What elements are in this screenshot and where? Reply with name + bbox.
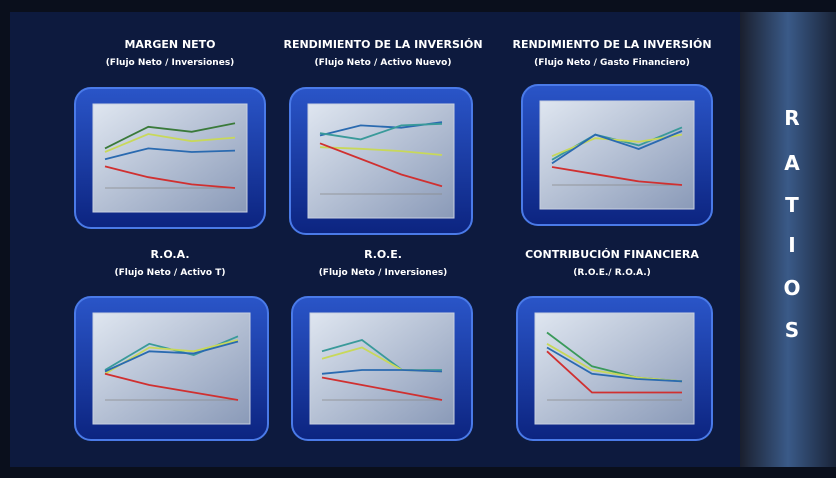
series-line <box>321 376 443 401</box>
series-line <box>546 346 683 383</box>
series-line <box>319 142 443 188</box>
series-line <box>546 350 682 394</box>
panel-subtitle: (Flujo Neto / Inversiones) <box>319 268 448 278</box>
series-line <box>104 147 236 161</box>
panel-title: RENDIMIENTO DE LA INVERSIÓN <box>283 38 482 51</box>
side-image <box>740 12 836 467</box>
chart-plot <box>92 312 251 425</box>
side-letter: S <box>785 318 799 342</box>
chart-plot <box>534 312 695 425</box>
chart-plot <box>92 103 248 213</box>
panel-subtitle: (Flujo Neto / Activo Nuevo) <box>315 58 452 68</box>
panel-title: RENDIMIENTO DE LA INVERSIÓN <box>512 38 711 51</box>
series-line <box>104 122 236 150</box>
chart-plot <box>307 103 455 219</box>
side-letter: R <box>784 106 799 130</box>
side-letter: T <box>785 193 799 217</box>
series-line <box>551 133 683 158</box>
panel-title: R.O.E. <box>364 248 402 261</box>
panel-subtitle: (Flujo Neto / Inversiones) <box>106 58 235 68</box>
panel-subtitle: (Flujo Neto / Activo T) <box>115 268 226 278</box>
series-line <box>104 340 239 373</box>
panel-title: R.O.A. <box>150 248 189 261</box>
series-line <box>104 133 236 153</box>
side-letter: O <box>783 276 800 300</box>
panel-title: MARGEN NETO <box>124 38 215 51</box>
series-line <box>104 165 236 189</box>
side-letter: A <box>784 151 800 175</box>
series-line <box>551 166 683 186</box>
series-line <box>319 122 443 141</box>
panel-subtitle: (R.O.E./ R.O.A.) <box>573 268 651 278</box>
series-line <box>321 369 443 375</box>
panel-subtitle: (Flujo Neto / Gasto Financiero) <box>534 58 690 68</box>
series-line <box>551 130 683 165</box>
side-letter: I <box>788 233 795 257</box>
series-line <box>104 372 239 401</box>
series-line <box>319 146 443 156</box>
panel-title: CONTRIBUCIÓN FINANCIERA <box>525 248 699 261</box>
chart-plot <box>309 312 455 425</box>
